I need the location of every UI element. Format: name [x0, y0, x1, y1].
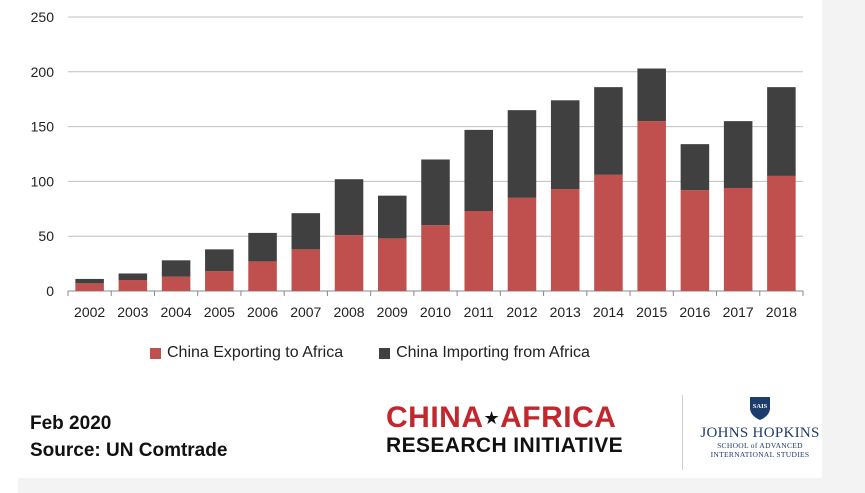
y-tick-label: 200 [31, 64, 55, 80]
page-margin-right [822, 0, 865, 493]
legend-item-exports: China Exporting to Africa [150, 344, 343, 362]
bar-segment-imports [594, 87, 623, 175]
footer-notes: Feb 2020 Source: UN Comtrade [30, 410, 227, 464]
bar-segment-exports [550, 189, 580, 291]
china-africa-research-initiative-logo: CHINA★AFRICA RESEARCH INITIATIVE [386, 403, 666, 459]
x-tick-label: 2006 [247, 304, 278, 320]
bar-segment-imports [205, 249, 234, 272]
bar-segment-exports [161, 276, 191, 291]
x-tick-label: 2018 [766, 304, 797, 320]
x-tick-label: 2016 [679, 304, 710, 320]
bar-segment-imports [75, 278, 104, 284]
x-tick-label: 2005 [204, 304, 235, 320]
footer-date: Feb 2020 [30, 413, 112, 434]
legend-label-exports: China Exporting to Africa [167, 344, 344, 361]
bar-segment-imports [507, 110, 537, 198]
legend-label-imports: China Importing from Africa [396, 344, 590, 361]
x-tick-label: 2003 [117, 304, 148, 320]
bar-segment-exports [594, 174, 623, 291]
bar-segment-exports [723, 187, 753, 291]
x-tick-label: 2008 [333, 304, 364, 320]
bar-segment-imports [464, 129, 494, 211]
bar-segment-imports [723, 121, 753, 188]
bar-segment-exports [291, 249, 321, 291]
bar-segment-imports [421, 159, 450, 226]
bar-segment-imports [767, 87, 796, 176]
chart-legend: China Exporting to Africa China Importin… [150, 344, 590, 362]
bar-segment-imports [248, 232, 277, 262]
x-tick-label: 2012 [506, 304, 537, 320]
bar-segment-imports [161, 260, 191, 277]
logo-text-research-initiative: RESEARCH INITIATIVE [386, 434, 624, 457]
bar-segment-exports [464, 210, 494, 291]
bar-segment-exports [118, 280, 148, 291]
bar-segment-imports [118, 273, 148, 281]
x-tick-label: 2011 [464, 304, 494, 320]
bar-segment-imports [680, 144, 710, 191]
stacked-bar-chart: 0 50 100 150 200 250 2002 2003 2004 2005 2006 2007 2… [31, 9, 804, 320]
logo-divider [682, 395, 683, 470]
jhu-name: JOHNS HOPKINS [700, 425, 820, 441]
y-tick-label: 150 [31, 119, 55, 135]
y-tick-label: 0 [46, 283, 54, 299]
y-tick-label: 100 [31, 173, 55, 189]
legend-item-imports: China Importing from Africa [379, 344, 590, 362]
legend-swatch-imports [379, 347, 391, 359]
bar-segment-imports [291, 213, 321, 250]
footer-source: Source: UN Comtrade [30, 440, 228, 461]
legend-swatch-exports [150, 347, 161, 359]
x-tick-label: 2017 [723, 304, 754, 320]
x-tick-label: 2010 [420, 304, 451, 320]
bar-segment-exports [767, 175, 796, 291]
bar-segment-imports [637, 68, 666, 122]
logo-text-china: CHINA [386, 401, 484, 434]
x-tick-label: 2002 [74, 304, 105, 320]
bar-segment-exports [637, 121, 666, 292]
bar-segment-imports [550, 100, 580, 190]
bar-segment-exports [205, 271, 234, 291]
sais-shield-icon: SAIS [750, 397, 770, 420]
bar-segment-exports [334, 235, 364, 291]
bar-segment-exports [680, 190, 710, 291]
y-tick-label: 50 [38, 228, 54, 244]
bar-segment-imports [377, 195, 407, 239]
bar-segment-exports [507, 197, 537, 291]
star-icon: ★ [483, 408, 501, 428]
x-tick-label: 2007 [290, 304, 321, 320]
johns-hopkins-sais-logo: SAIS JOHNS HOPKINS SCHOOL of ADVANCED IN… [700, 395, 820, 459]
bar-segment-exports [421, 225, 450, 291]
bar-segment-exports [377, 238, 407, 291]
page-margin-bottom [18, 478, 865, 493]
jhu-school-line1: SCHOOL of ADVANCED [717, 441, 803, 450]
bar-segment-exports [248, 261, 277, 291]
logo-text-africa: AFRICA [500, 401, 617, 434]
jhu-school-line2: INTERNATIONAL STUDIES [710, 450, 810, 459]
x-tick-label: 2014 [593, 304, 624, 320]
y-tick-label: 250 [31, 9, 55, 25]
bar-segment-imports [334, 179, 364, 236]
x-tick-label: 2004 [161, 304, 192, 320]
bar-segment-exports [75, 283, 104, 291]
x-tick-label: 2009 [377, 304, 408, 320]
x-tick-label: 2015 [636, 304, 667, 320]
x-tick-label: 2013 [550, 304, 581, 320]
seal-text: SAIS [753, 403, 768, 410]
